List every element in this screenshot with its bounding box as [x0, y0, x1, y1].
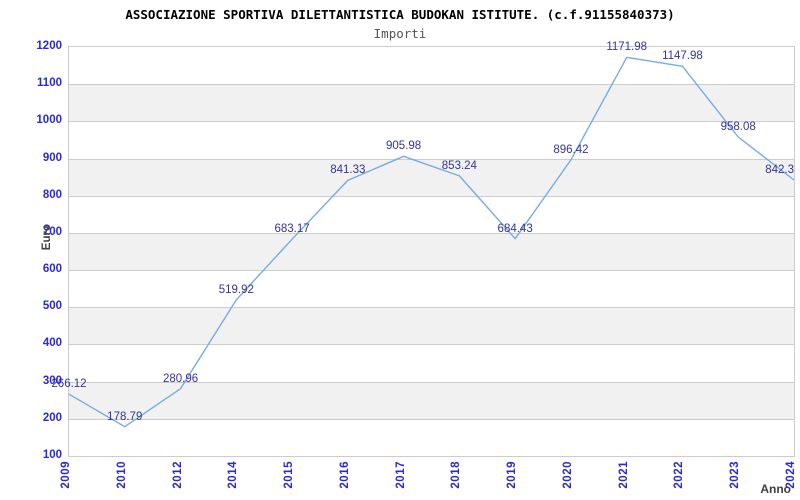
x-tick-label: 2012: [171, 461, 184, 489]
gridline: [69, 84, 794, 86]
x-tick-label: 2014: [227, 461, 240, 489]
data-point-label: 842.3: [765, 163, 794, 176]
x-tick-label: 2010: [115, 461, 128, 489]
x-tick-label: 2023: [729, 461, 742, 489]
x-tick-label: 2018: [450, 461, 463, 489]
data-point-label: 841.33: [330, 164, 366, 177]
gridline: [69, 158, 794, 160]
line-series: [68, 56, 795, 428]
data-point-label: 1171.98: [606, 41, 648, 54]
gridline: [69, 232, 794, 234]
band: [69, 84, 794, 122]
gridline: [69, 307, 794, 309]
x-tick-label: 2015: [283, 461, 296, 489]
x-axis-title: Anno: [760, 482, 791, 496]
gridline: [69, 418, 794, 420]
x-tick-label: 2009: [60, 461, 72, 489]
y-tick-label: 300: [42, 374, 62, 387]
y-tick-label: 900: [42, 151, 62, 164]
x-tick-label: 2021: [617, 461, 630, 489]
band: [69, 232, 794, 271]
data-point-label: 684.43: [497, 222, 533, 235]
data-point-label: 905.98: [386, 140, 422, 153]
data-point-label: 519.92: [218, 283, 254, 296]
gridline: [69, 270, 794, 272]
gridline: [69, 195, 794, 197]
series-polyline: [68, 56, 795, 428]
band: [69, 381, 794, 419]
data-point-label: 1147.98: [662, 50, 703, 63]
y-tick-label: 100: [42, 449, 62, 461]
y-tick-label: 1200: [36, 40, 62, 52]
x-tick-label: 2016: [338, 461, 351, 489]
gridline: [69, 344, 794, 346]
band: [69, 307, 794, 345]
y-tick-label: 600: [42, 263, 62, 276]
y-tick-label: 800: [42, 188, 62, 201]
data-point-label: 266.12: [51, 378, 87, 391]
gridline: [69, 121, 794, 123]
x-tick-label: 2017: [394, 461, 407, 489]
plot-area: 266.12 178.79 280.96 519.92 683.17 841.33 905.…: [51, 41, 795, 457]
chart-subtitle: Importi: [373, 26, 427, 41]
x-tick-label: 2019: [506, 461, 519, 489]
band: [69, 158, 794, 196]
y-tick-label: 400: [42, 337, 62, 350]
chart-title: ASSOCIAZIONE SPORTIVA DILETTANTISTICA BU…: [125, 7, 675, 22]
data-point-label: 896.42: [553, 143, 589, 156]
y-tick-label: 200: [42, 411, 62, 424]
y-tick-label: 700: [42, 225, 62, 238]
data-point-label: 853.24: [441, 159, 477, 172]
y-axis-title: Euro: [41, 224, 53, 251]
y-tick-label: 1000: [36, 114, 62, 127]
x-tick-label: 2022: [673, 461, 686, 489]
data-point-label: 280.96: [162, 372, 199, 385]
x-tick-label: 2020: [561, 461, 574, 489]
data-point-label: 683.17: [274, 223, 310, 236]
y-tick-label: 1100: [37, 77, 62, 90]
data-point-label: 958.08: [720, 120, 756, 133]
y-tick-label: 500: [42, 300, 62, 313]
gridline: [69, 381, 794, 383]
data-point-label: 178.79: [107, 410, 143, 423]
